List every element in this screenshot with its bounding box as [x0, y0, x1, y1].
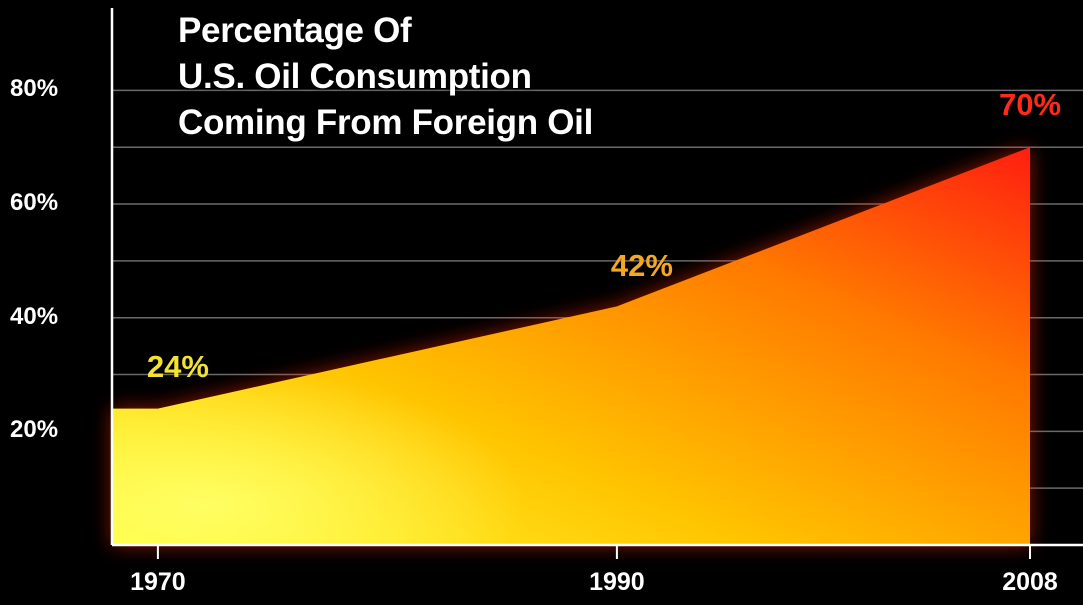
- data-label: 24%: [146, 348, 209, 384]
- data-label: 70%: [998, 87, 1062, 123]
- axes: [110, 8, 1083, 559]
- chart-title-line-2: U.S. Oil Consumption: [178, 57, 532, 96]
- chart-title: Percentage Of U.S. Oil Consumption Comin…: [178, 8, 593, 146]
- y-tick-label: 80%: [10, 75, 59, 103]
- y-tick-label: 40%: [10, 302, 59, 330]
- y-tick-label: 20%: [10, 416, 59, 444]
- x-tick-label: 1990: [589, 568, 645, 596]
- area-highlight: [112, 147, 1030, 545]
- chart-title-line-1: Percentage Of: [178, 11, 412, 50]
- y-tick-label: 60%: [10, 189, 59, 217]
- chart-title-line-3: Coming From Foreign Oil: [178, 103, 594, 142]
- data-label: 42%: [610, 248, 673, 284]
- x-tick-label: 1970: [130, 568, 186, 596]
- x-tick-label: 2008: [1002, 568, 1058, 596]
